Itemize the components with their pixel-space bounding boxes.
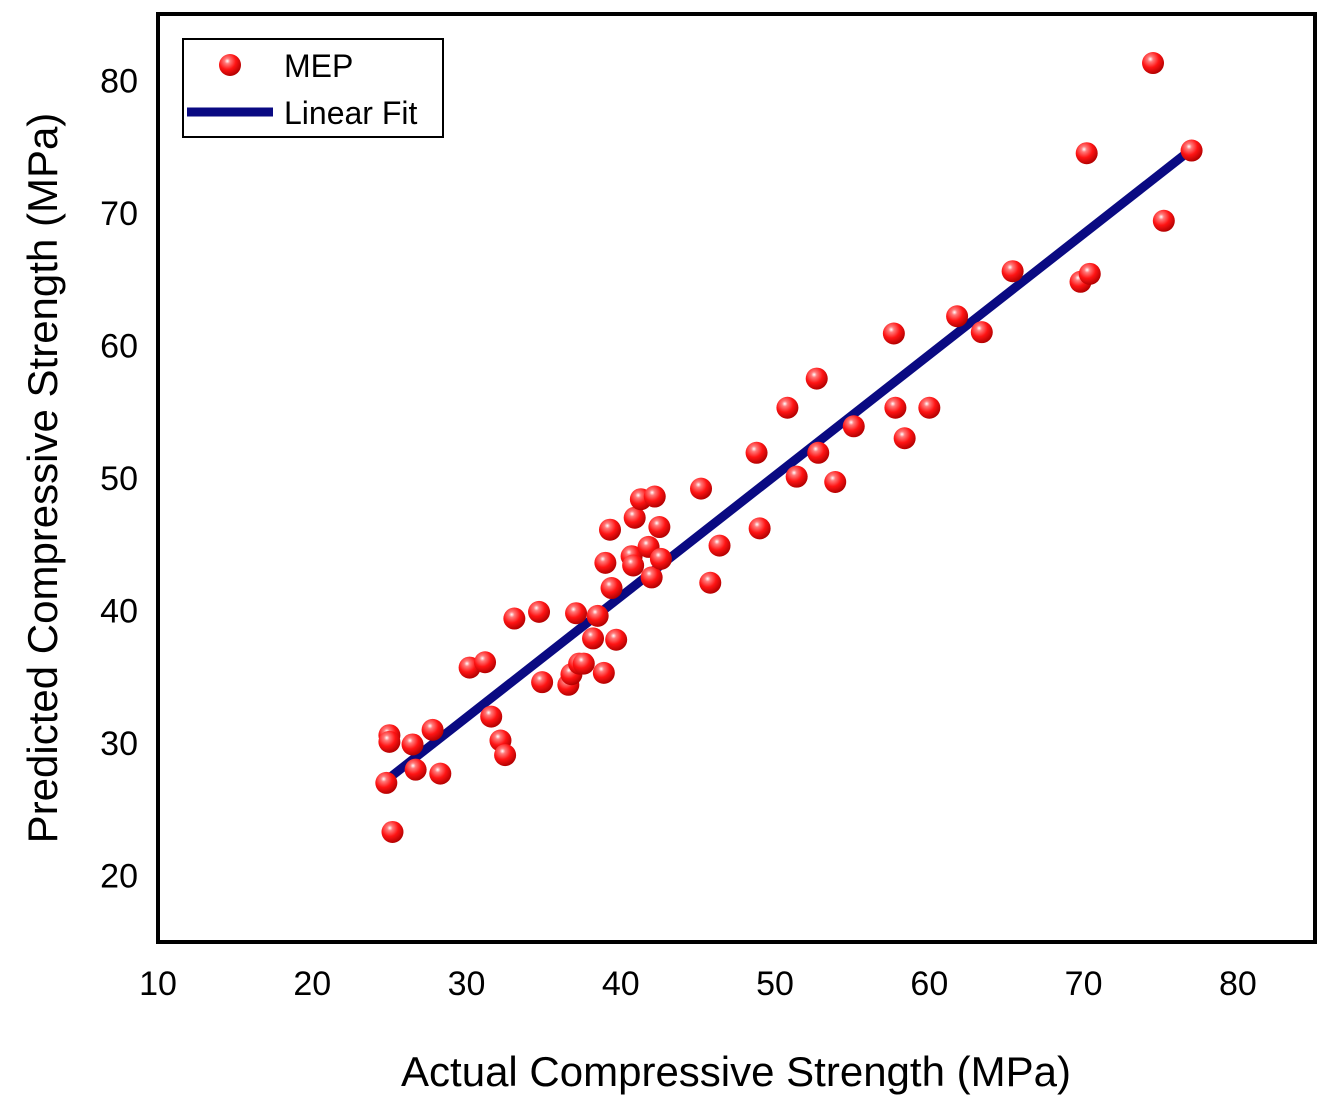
x-tick-label: 40 [602, 965, 640, 1003]
data-point [378, 730, 401, 753]
data-point [531, 671, 554, 694]
data-point [918, 396, 941, 419]
legend-label-mep: MEP [284, 48, 353, 84]
y-axis-ticks: 20 30 40 50 60 70 80 [100, 62, 138, 895]
data-point [708, 534, 731, 557]
x-tick-label: 30 [448, 965, 486, 1003]
data-point [582, 627, 605, 650]
data-point [599, 518, 622, 541]
x-axis-title: Actual Compressive Strength (MPa) [401, 1048, 1071, 1095]
points-layer [375, 52, 1203, 843]
data-point [805, 367, 828, 390]
data-point [690, 477, 713, 500]
data-point [970, 321, 993, 344]
x-axis-ticks: 10 20 30 40 50 60 70 80 [139, 965, 1257, 1003]
x-tick-label: 80 [1219, 965, 1257, 1003]
data-point [643, 485, 666, 508]
data-point [381, 820, 404, 843]
data-point [1180, 139, 1203, 162]
data-point [776, 396, 799, 419]
data-point [494, 744, 517, 767]
data-point [640, 566, 663, 589]
data-point [480, 705, 503, 728]
data-point [884, 396, 907, 419]
data-point [421, 718, 444, 741]
data-point [600, 577, 623, 600]
data-point [592, 661, 615, 684]
data-point [572, 652, 595, 675]
data-point [401, 733, 424, 756]
x-tick-label: 20 [293, 965, 331, 1003]
data-point [807, 441, 830, 464]
data-point [649, 547, 672, 570]
data-point [1078, 262, 1101, 285]
y-axis-title: Predicted Compressive Strength (MPa) [19, 113, 66, 844]
x-tick-label: 70 [1065, 965, 1103, 1003]
data-point [699, 571, 722, 594]
y-tick-label: 80 [100, 62, 138, 100]
data-point [1142, 52, 1165, 75]
y-tick-label: 40 [100, 593, 138, 631]
data-point [648, 516, 671, 539]
plot-frame [156, 12, 1317, 944]
data-point [1152, 209, 1175, 232]
data-point [623, 506, 646, 529]
y-tick-label: 70 [100, 195, 138, 233]
x-tick-label: 50 [756, 965, 794, 1003]
data-point [745, 441, 768, 464]
data-point [474, 651, 497, 674]
data-point [594, 551, 617, 574]
y-tick-label: 50 [100, 460, 138, 498]
legend-marker-mep [219, 54, 241, 76]
data-point [824, 470, 847, 493]
data-point [946, 305, 969, 328]
data-point [503, 607, 526, 630]
data-point [785, 465, 808, 488]
data-point [882, 322, 905, 345]
data-point [586, 604, 609, 627]
x-tick-label: 60 [910, 965, 948, 1003]
y-tick-label: 60 [100, 327, 138, 365]
linear-fit-line [383, 145, 1195, 784]
x-tick-label: 10 [139, 965, 177, 1003]
data-point [429, 762, 452, 785]
data-point [622, 554, 645, 577]
data-point [748, 517, 771, 540]
data-point [1001, 260, 1024, 283]
data-point [528, 600, 551, 623]
y-tick-label: 30 [100, 725, 138, 763]
fit-line-layer [383, 145, 1195, 784]
y-tick-label: 20 [100, 858, 138, 896]
data-point [1075, 142, 1098, 165]
data-point [404, 758, 427, 781]
data-point [605, 628, 628, 651]
legend-label-linear-fit: Linear Fit [284, 95, 418, 131]
data-point [565, 602, 588, 625]
data-point [842, 415, 865, 438]
data-point [893, 427, 916, 450]
legend: MEP Linear Fit [182, 38, 444, 138]
data-point [375, 771, 398, 794]
